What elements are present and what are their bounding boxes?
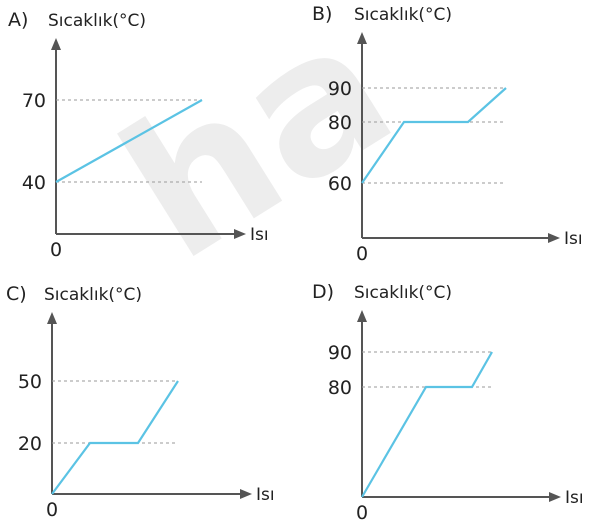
y-tick-label: 40: [22, 172, 46, 194]
x-axis-label: Isı: [564, 229, 583, 249]
x-axis-arrow-icon: [240, 489, 252, 499]
origin-label: 0: [356, 243, 368, 265]
option-label: A): [8, 9, 28, 31]
x-axis-arrow-icon: [234, 229, 246, 239]
y-tick-label: 90: [328, 78, 352, 100]
chart-3: D) Sıcaklık(°C) Isı 0 80 90: [312, 281, 584, 524]
y-axis-label: Sıcaklık(°C): [354, 5, 452, 25]
x-axis-arrow-icon: [548, 233, 560, 243]
series-line: [51, 380, 179, 495]
y-tick-label: 20: [18, 433, 42, 455]
option-label: D): [312, 281, 334, 303]
option-label: B): [312, 3, 332, 25]
series-line: [55, 99, 203, 183]
origin-label: 0: [50, 239, 62, 261]
x-axis-label: Isı: [256, 485, 275, 505]
chart-2: C) Sıcaklık(°C) Isı 0 20 50: [6, 283, 275, 521]
y-tick-label: 60: [328, 173, 352, 195]
y-axis-arrow-icon: [357, 310, 367, 322]
origin-label: 0: [46, 499, 58, 521]
origin-label: 0: [356, 502, 368, 524]
y-tick-label: 50: [18, 371, 42, 393]
y-axis-arrow-icon: [357, 32, 367, 44]
x-axis-label: Isı: [250, 225, 269, 245]
y-axis-arrow-icon: [51, 38, 61, 50]
chart-1: B) Sıcaklık(°C) Isı 0 60 80 90: [312, 3, 583, 265]
series-line: [361, 87, 507, 184]
y-axis-label: Sıcaklık(°C): [44, 285, 142, 305]
y-tick-label: 80: [328, 112, 352, 134]
series-line: [361, 351, 493, 498]
x-axis-label: Isı: [565, 488, 584, 508]
y-axis-label: Sıcaklık(°C): [48, 11, 146, 31]
watermark: ha: [87, 0, 428, 303]
x-axis-arrow-icon: [549, 492, 561, 502]
y-tick-label: 70: [22, 90, 46, 112]
y-tick-label: 80: [328, 377, 352, 399]
y-axis-label: Sıcaklık(°C): [354, 283, 452, 303]
chart-0: A) Sıcaklık(°C) Isı 0 40 70: [8, 9, 269, 261]
y-axis-arrow-icon: [47, 312, 57, 324]
option-label: C): [6, 283, 27, 305]
y-tick-label: 90: [328, 342, 352, 364]
